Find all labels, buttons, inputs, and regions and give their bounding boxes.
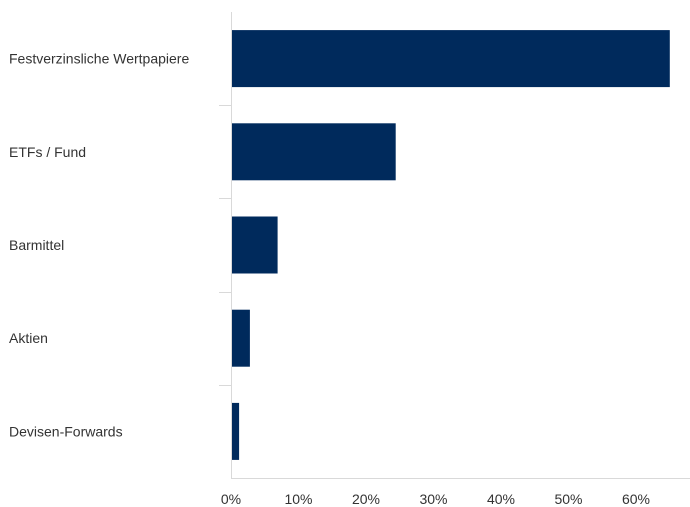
- bar: [231, 216, 278, 274]
- category-label: Festverzinsliche Wertpapiere: [9, 51, 189, 67]
- x-tick-label: 30%: [419, 491, 447, 507]
- bars: [231, 30, 670, 460]
- bar: [231, 402, 240, 460]
- x-tick-label: 20%: [352, 491, 380, 507]
- category-label: Barmittel: [9, 237, 64, 253]
- category-label: Devisen-Forwards: [9, 423, 123, 439]
- x-tick-label: 0%: [221, 491, 241, 507]
- x-tick-labels: 0% 10% 20% 30% 40% 50% 60%: [221, 491, 650, 507]
- bar: [231, 30, 670, 88]
- category-label: ETFs / Fund: [9, 144, 86, 160]
- category-label: Aktien: [9, 330, 48, 346]
- x-tick-label: 50%: [554, 491, 582, 507]
- category-labels: Festverzinsliche Wertpapiere ETFs / Fund B…: [9, 51, 189, 440]
- x-tick-label: 10%: [284, 491, 312, 507]
- axes: [219, 12, 690, 479]
- bar: [231, 123, 396, 181]
- bar: [231, 309, 250, 367]
- x-tick-label: 60%: [622, 491, 650, 507]
- x-tick-label: 40%: [487, 491, 515, 507]
